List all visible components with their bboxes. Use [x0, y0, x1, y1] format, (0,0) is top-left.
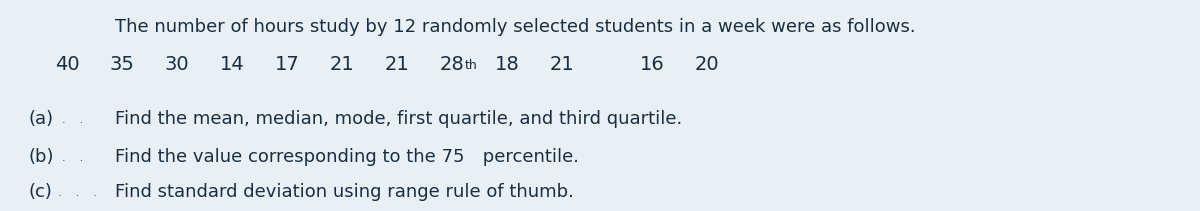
Text: .    .: . .: [62, 115, 83, 125]
Text: 30: 30: [166, 55, 190, 74]
Text: Find the value corresponding to the 75: Find the value corresponding to the 75: [115, 148, 464, 166]
Text: 20: 20: [695, 55, 720, 74]
Text: .    .: . .: [62, 153, 83, 163]
Text: Find standard deviation using range rule of thumb.: Find standard deviation using range rule…: [115, 183, 574, 201]
Text: (b): (b): [28, 148, 54, 166]
Text: The number of hours study by 12 randomly selected students in a week were as fol: The number of hours study by 12 randomly…: [115, 18, 916, 36]
Text: 14: 14: [220, 55, 245, 74]
Text: 16: 16: [640, 55, 665, 74]
Text: 17: 17: [275, 55, 300, 74]
Text: percentile.: percentile.: [478, 148, 580, 166]
Text: 21: 21: [330, 55, 355, 74]
Text: 28: 28: [440, 55, 464, 74]
Text: th: th: [464, 59, 478, 72]
Text: 35: 35: [110, 55, 134, 74]
Text: (c): (c): [28, 183, 52, 201]
Text: 40: 40: [55, 55, 79, 74]
Text: 18: 18: [496, 55, 520, 74]
Text: .    .    .: . . .: [58, 188, 97, 198]
Text: 21: 21: [385, 55, 409, 74]
Text: Find the mean, median, mode, first quartile, and third quartile.: Find the mean, median, mode, first quart…: [115, 110, 683, 128]
Text: 21: 21: [550, 55, 575, 74]
Text: (a): (a): [28, 110, 53, 128]
